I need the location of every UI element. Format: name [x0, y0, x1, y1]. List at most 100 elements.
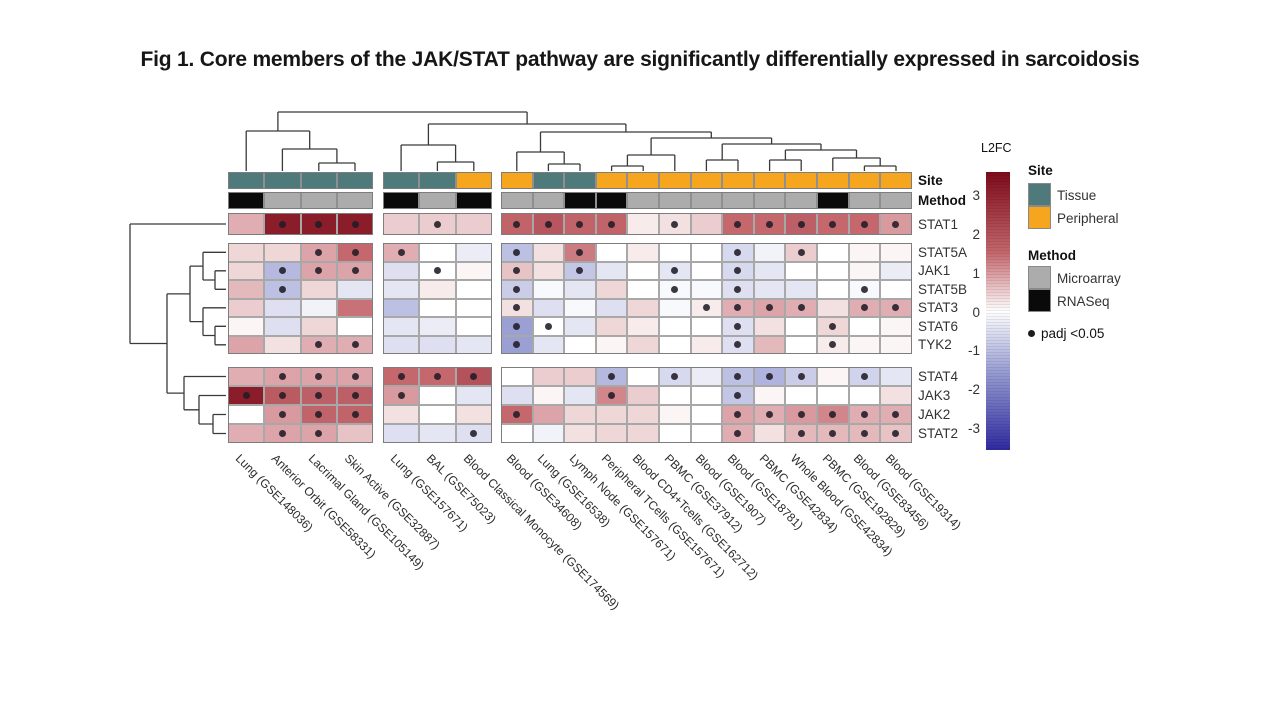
heatmap-cell [264, 298, 301, 317]
heatmap-cell [785, 317, 817, 336]
heatmap-cell [722, 280, 754, 299]
heatmap-cell [564, 386, 596, 405]
heatmap-cell [419, 243, 456, 262]
significance-dot [734, 373, 742, 380]
method-annotation-cell [501, 192, 533, 209]
heatmap-cell [753, 261, 786, 280]
heatmap-cell [228, 367, 265, 386]
heatmap-cell [722, 386, 754, 405]
significance-dot [278, 285, 286, 293]
significance-dot [734, 267, 742, 275]
heatmap-cell [532, 298, 565, 317]
site-annotation-cell [880, 172, 912, 189]
heatmap-cell [627, 367, 659, 386]
heatmap-cell [336, 243, 374, 262]
significance-dot [433, 267, 441, 275]
colorbar-title: L2FC [981, 141, 1012, 155]
heatmap-cell [722, 317, 754, 336]
site-annotation-cell [785, 172, 817, 189]
significance-dot [860, 430, 868, 437]
site-annotation-cell [659, 172, 691, 189]
legend-swatch-peripheral [1028, 206, 1051, 229]
colorbar-tick-label: 3 [972, 188, 980, 203]
heatmap-cell [722, 335, 754, 354]
heatmap-cell [300, 243, 337, 262]
heatmap-cell [501, 367, 533, 386]
significance-dot [351, 267, 359, 275]
heatmap-cell [817, 317, 849, 336]
method-annotation-cell [659, 192, 691, 209]
legend-label-tissue: Tissue [1057, 188, 1097, 203]
site-annotation-cell [264, 172, 301, 189]
significance-dot [766, 304, 774, 312]
heatmap-cell [501, 243, 533, 262]
significance-note: padj <0.05 [1028, 326, 1104, 341]
heatmap-cell [627, 405, 659, 424]
heatmap-cell [595, 261, 628, 280]
heatmap-cell [501, 386, 533, 405]
significance-dot [671, 267, 679, 275]
heatmap-cell [336, 386, 374, 405]
heatmap-cell [690, 280, 723, 299]
heatmap-cell [848, 280, 881, 299]
heatmap-cell [336, 367, 374, 386]
significance-dot [860, 304, 868, 312]
significance-dot [315, 430, 323, 437]
heatmap-cell [455, 298, 492, 317]
heatmap-cell [753, 243, 786, 262]
method-annotation-cell [627, 192, 659, 209]
heatmap-cell [264, 335, 301, 354]
significance-dot [278, 392, 286, 399]
heatmap-cell [300, 424, 337, 443]
heatmap-cell [627, 424, 659, 443]
heatmap-cell [532, 213, 565, 235]
heatmap-cell [627, 386, 659, 405]
heatmap-cell [501, 213, 533, 235]
heatmap-cell [753, 213, 786, 235]
heatmap-cell [264, 261, 301, 280]
heatmap-cell [595, 243, 628, 262]
heatmap-cell [564, 243, 596, 262]
method-annotation-cell [419, 192, 456, 209]
heatmap-cell [228, 386, 265, 405]
heatmap-cell [817, 298, 849, 317]
heatmap-cell [722, 243, 754, 262]
gene-label: STAT1 [918, 216, 959, 232]
significance-dot [797, 430, 805, 437]
gene-label: TYK2 [918, 337, 952, 353]
heatmap-cell [501, 405, 533, 424]
heatmap-cell [880, 405, 912, 424]
heatmap-cell [336, 280, 374, 299]
heatmap-cell [336, 213, 374, 235]
heatmap-cell [300, 213, 337, 235]
significance-dot [797, 373, 805, 380]
heatmap-cell [383, 386, 420, 405]
site-annotation-cell [690, 172, 723, 189]
heatmap-cell [817, 405, 849, 424]
heatmap-cell [501, 335, 533, 354]
legend-swatch-tissue [1028, 183, 1051, 206]
heatmap-cell [419, 280, 456, 299]
heatmap-cell [455, 424, 492, 443]
colorbar-tick-label: -3 [967, 420, 980, 436]
legend-label-rnaseq: RNASeq [1057, 294, 1110, 309]
significance-dot [797, 304, 805, 312]
heatmap-cell [336, 424, 374, 443]
gene-label: STAT3 [918, 300, 959, 316]
heatmap-cell [564, 280, 596, 299]
heatmap-cell [753, 424, 786, 443]
heatmap-cell [455, 280, 492, 299]
significance-dot [278, 373, 286, 380]
heatmap-cell [595, 335, 628, 354]
heatmap-cell [659, 386, 691, 405]
site-annotation-cell [595, 172, 628, 189]
significance-dot [397, 392, 405, 399]
site-annotation-cell [501, 172, 533, 189]
method-annotation-cell [383, 192, 420, 209]
significance-dot [734, 248, 742, 256]
heatmap-cell [455, 317, 492, 336]
heatmap-cell [785, 243, 817, 262]
heatmap-cell [383, 243, 420, 262]
significance-dot [766, 373, 774, 380]
